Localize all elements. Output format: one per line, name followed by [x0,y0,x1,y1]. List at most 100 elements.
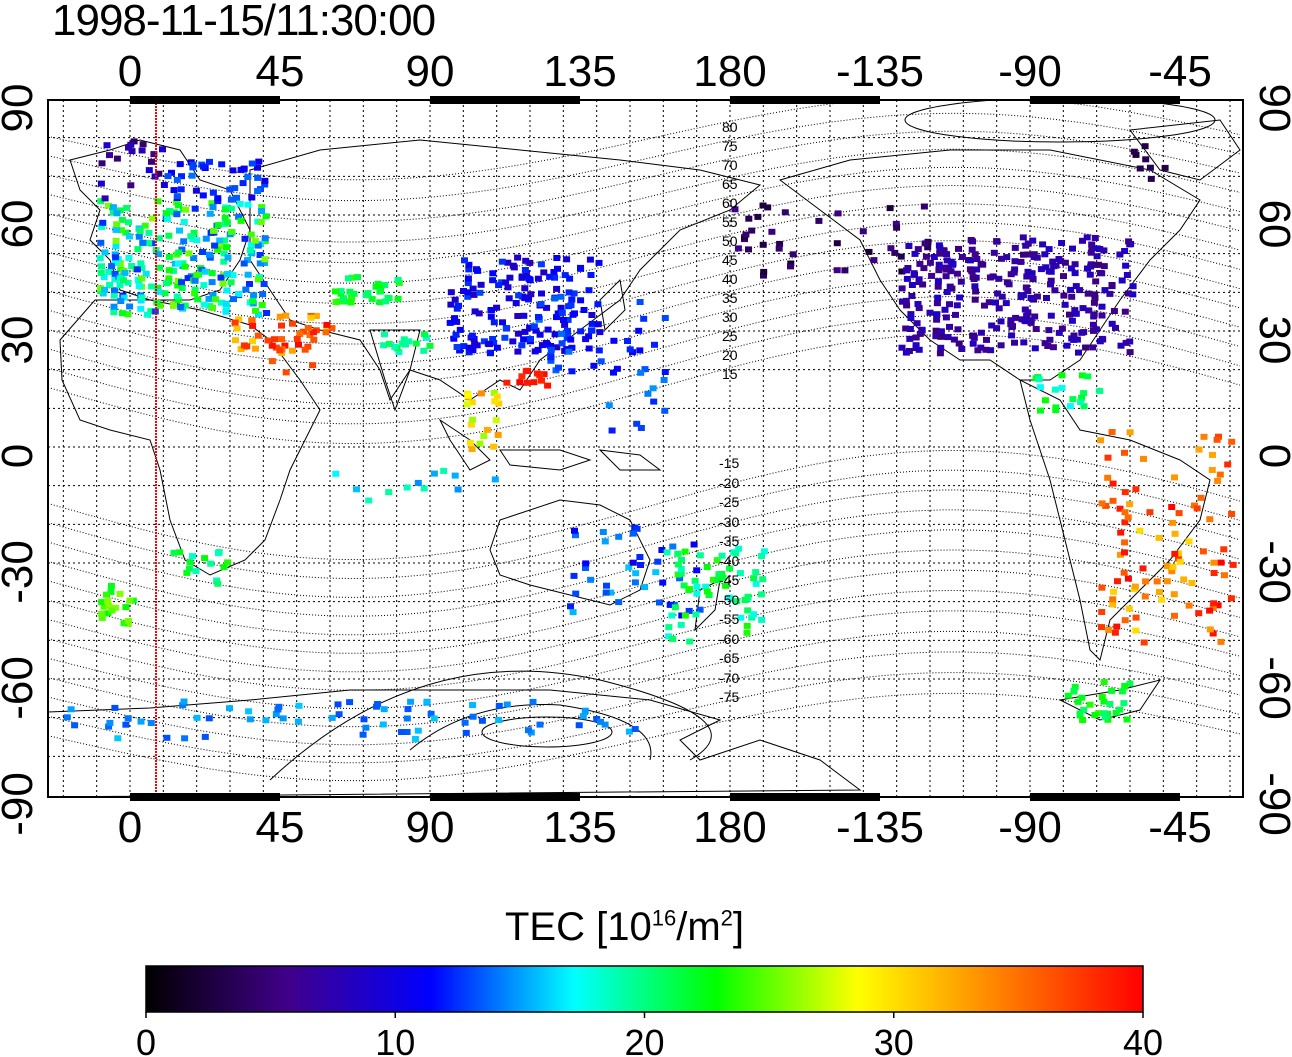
tec-sample [666,601,674,608]
tec-sample [1069,396,1077,403]
tec-sample [268,358,276,365]
tec-sample [1060,292,1068,299]
tec-sample [1093,245,1101,252]
contour-label: -40 [719,553,739,569]
tec-sample [930,254,938,260]
tec-sample [208,279,216,286]
tec-sample [928,272,936,279]
tec-sample [348,274,356,281]
tec-sample [1088,241,1096,248]
longitude-tick-label: -135 [836,803,924,852]
tec-sample [1093,261,1100,268]
tec-sample [360,716,368,723]
tec-sample [224,559,232,566]
tec-sample [1078,694,1086,701]
longitude-tick-label: 45 [256,47,305,96]
tec-sample [1070,687,1078,694]
tec-sample [1126,680,1134,687]
contour-label: -70 [719,670,739,686]
tec-sample [1042,264,1050,271]
tec-sample [530,379,538,386]
tec-sample [112,254,120,261]
tec-sample [1208,467,1216,473]
tec-sample [1068,317,1076,324]
tec-sample [209,292,217,299]
tec-sample [1031,345,1039,352]
tec-sample [955,340,963,347]
tec-sample [1049,344,1057,351]
tec-sample [561,347,569,354]
tec-sample [1045,246,1053,253]
tec-sample [275,703,283,710]
tec-sample [966,257,974,264]
tec-sample [693,590,701,597]
tec-sample [1112,324,1119,331]
tec-sample [1039,241,1047,248]
tec-sample [403,715,411,722]
tec-sample [1171,612,1178,619]
tec-sample [230,296,237,303]
tec-sample [1121,519,1129,526]
tec-sample [585,287,593,294]
tec-sample [127,141,135,148]
tec-sample [461,257,468,264]
tec-sample [897,253,905,260]
tec-sample [758,553,765,560]
tec-sample [1067,286,1075,293]
tec-sample [233,325,241,332]
tec-sample [103,591,110,598]
tec-sample [570,572,578,579]
longitude-tick-label: 0 [118,803,142,852]
tec-sample [278,336,285,343]
tec-sample [535,314,542,320]
tec-sample [116,260,124,267]
tec-sample [368,296,376,303]
tec-sample [207,560,215,567]
tec-sample [1124,290,1132,297]
tec-sample [100,274,108,281]
tec-sample [690,541,698,548]
top-longitude-axis: 0 45 90 135 180 -135 -90 -45 [118,47,1212,96]
tec-sample [898,298,906,305]
tec-sample [279,715,287,722]
tec-sample [385,340,393,347]
tec-sample [107,588,115,595]
tec-sample [1117,529,1125,536]
tec-sample [464,275,472,282]
tec-sample [886,205,894,212]
tec-sample [681,548,689,555]
tec-sample [954,326,962,333]
tec-sample [178,279,185,286]
tec-sample [744,593,752,600]
contour-label: -60 [719,631,739,647]
tec-sample [681,612,689,619]
tec-sample [1113,623,1121,630]
tec-sample [521,295,529,302]
contour-label: -45 [719,572,739,588]
tec-sample [379,721,387,728]
tec-sample [659,579,667,586]
tec-sample [272,711,280,718]
tec-sample [558,309,566,316]
tec-sample [1058,372,1066,379]
latitude-tick-label: -30 [0,540,42,604]
tec-sample [582,336,590,343]
tec-sample [193,714,201,721]
tec-sample [1086,701,1094,708]
tec-sample [261,181,269,188]
tec-sample [1017,293,1025,300]
tec-sample [1213,436,1221,443]
tec-sample [1121,617,1129,624]
tec-sample [551,331,559,338]
tec-sample [572,590,580,597]
tec-sample [121,269,129,276]
tec-sample [554,310,562,317]
tec-sample [525,275,533,282]
tec-sample [841,267,849,274]
tec-sample [561,321,569,328]
tec-sample [150,151,158,158]
tec-sample [641,366,649,373]
tec-sample [893,224,901,231]
tec-sample [262,213,270,220]
tec-sample [120,294,128,301]
